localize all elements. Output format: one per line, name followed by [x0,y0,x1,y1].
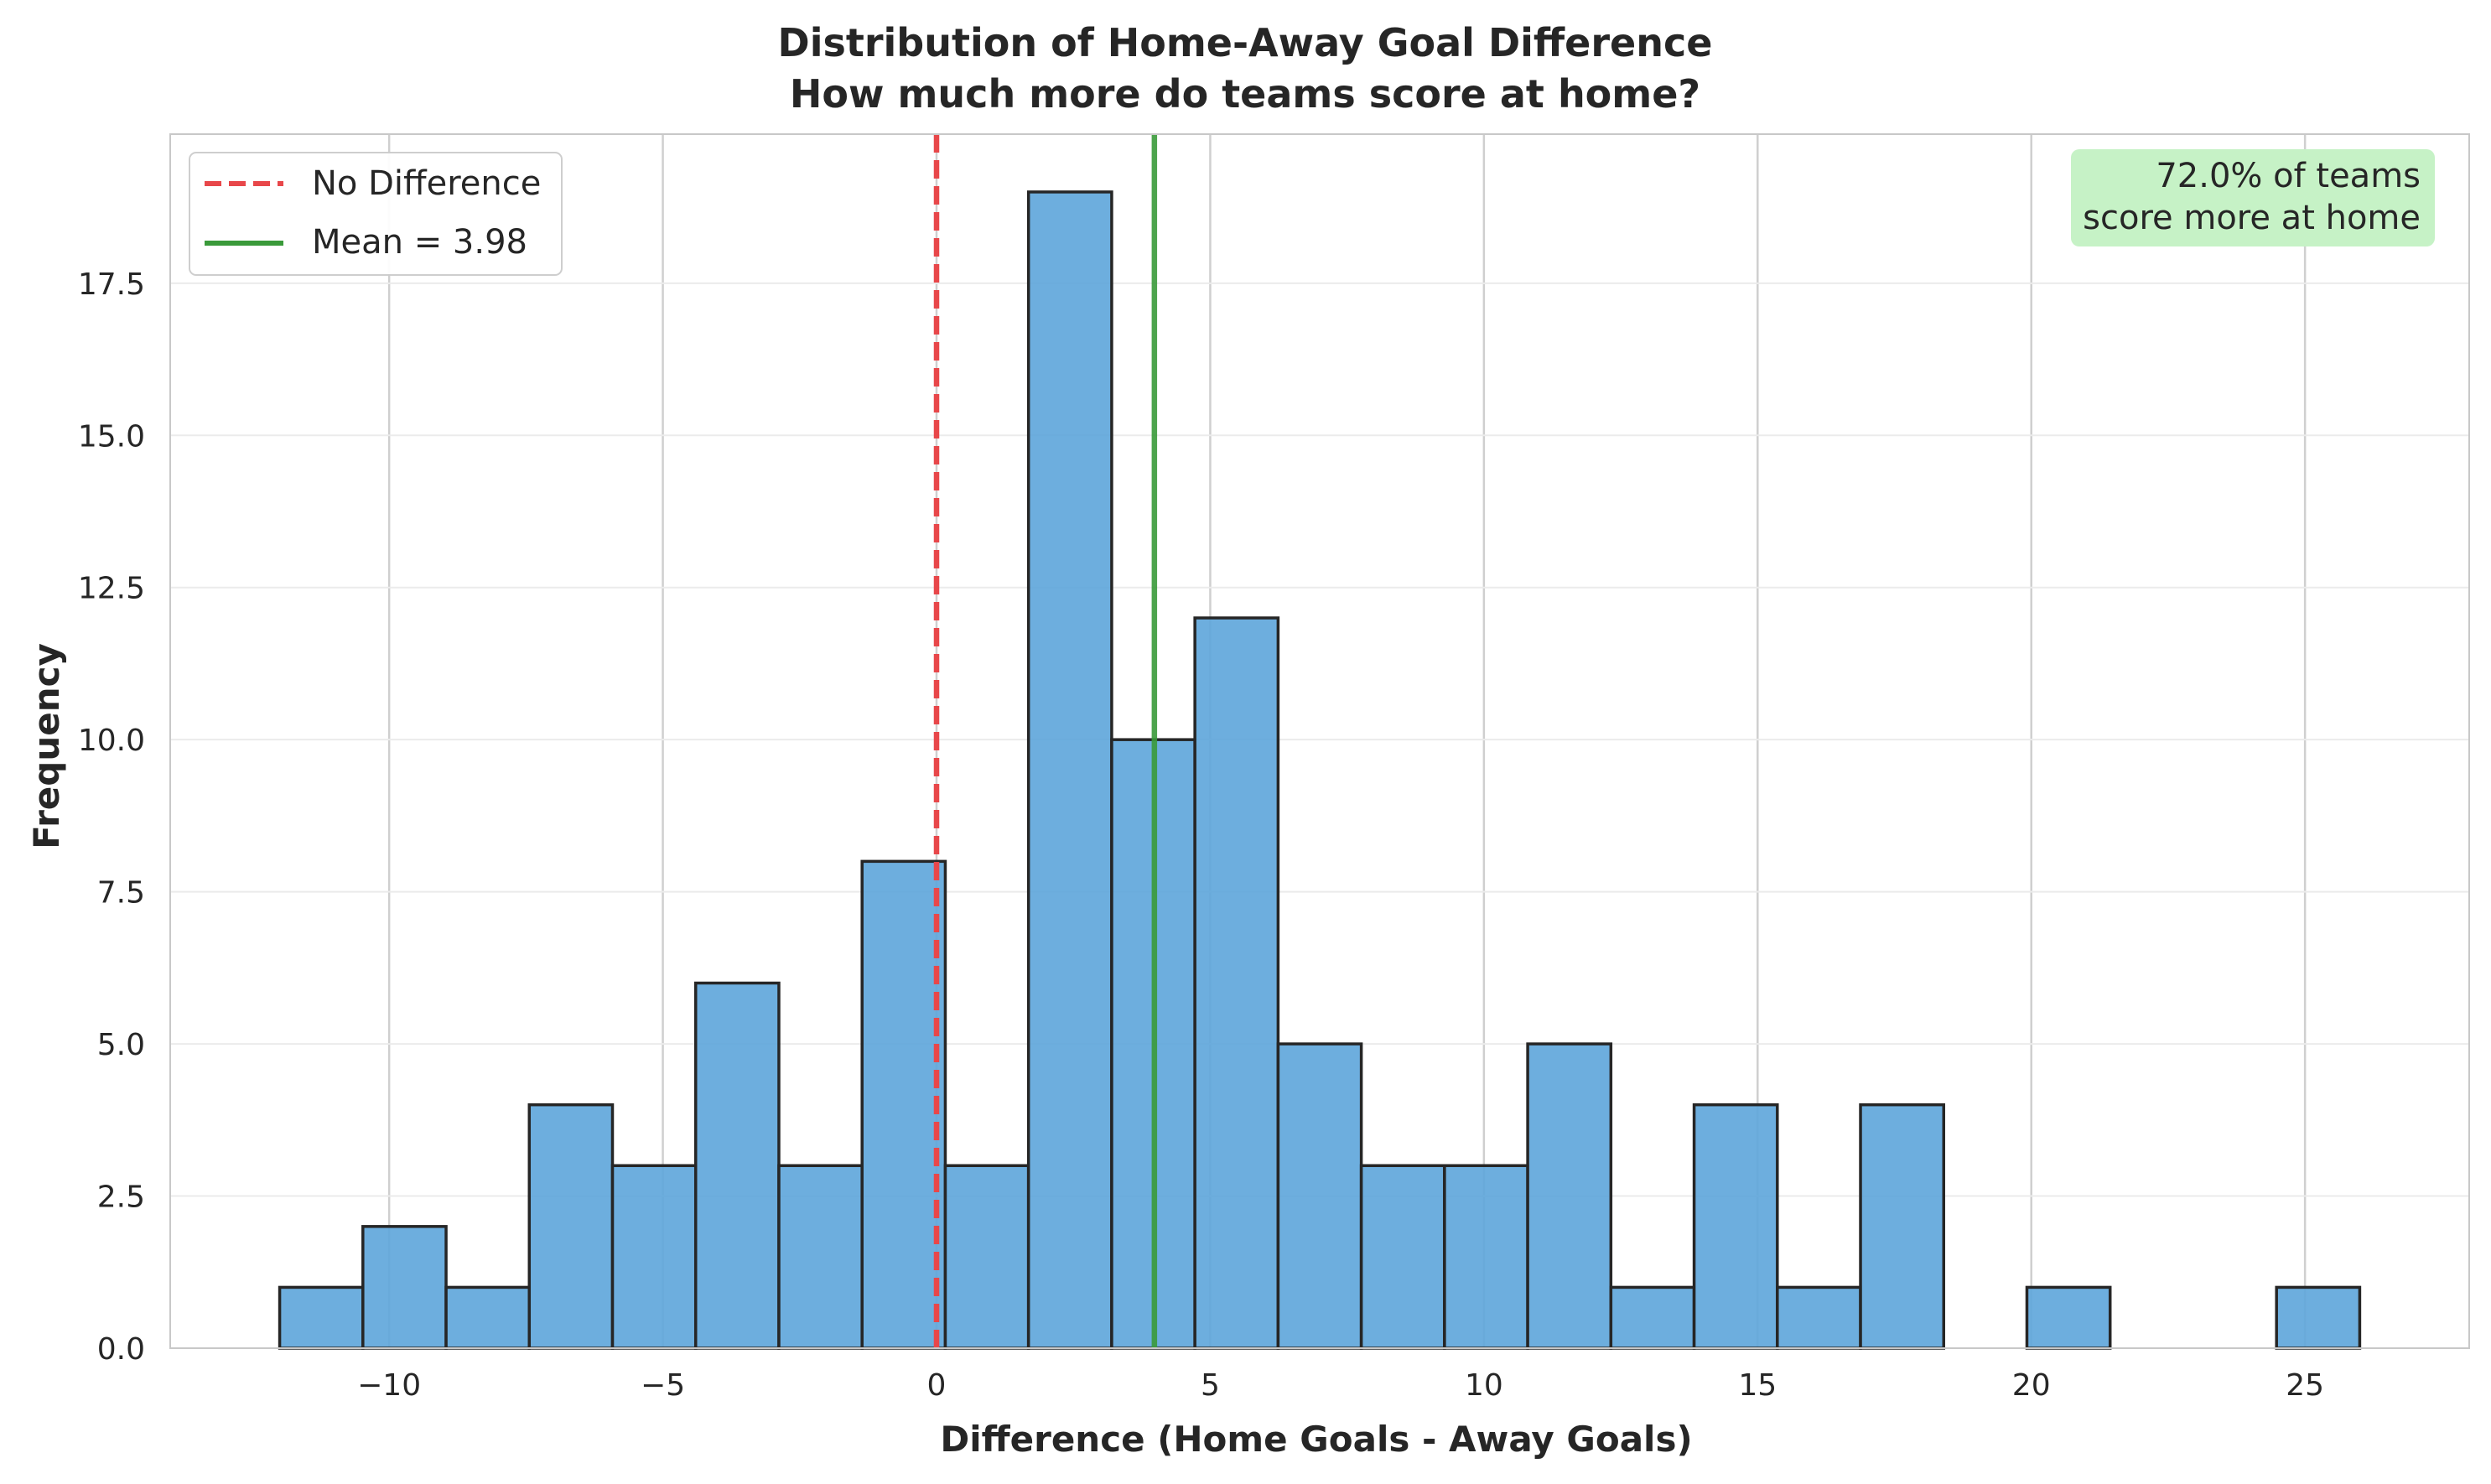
y-tick-label: 12.5 [78,572,145,606]
x-axis-label: Difference (Home Goals - Away Goals) [940,1419,1692,1460]
y-tick-label: 5.0 [97,1028,145,1062]
histogram-bar [1276,1042,1363,1350]
x-tick-label: 25 [2286,1368,2324,1403]
histogram-bar [1776,1285,1862,1350]
legend-label-mean: Mean = 3.98 [312,223,527,262]
y-axis-ticks: 0.0 2.5 5.0 7.5 10.0 12.5 15.0 17.5 [78,267,145,1367]
legend-label-no-difference: No Difference [312,164,541,203]
histogram-bar [1443,1164,1529,1350]
histogram-bars [278,190,2362,1350]
histogram-bar [1692,1103,1779,1350]
histogram-bar [1526,1042,1613,1350]
y-tick-label: 2.5 [97,1180,145,1215]
histogram-bar [361,1225,448,1350]
histogram-bar [1609,1285,1696,1350]
x-tick-label: 20 [2012,1368,2051,1403]
home-advantage-annotation: 72.0% of teams score more at home [2071,149,2435,246]
histogram-bar [278,1285,365,1350]
legend: No Difference Mean = 3.98 [189,152,563,276]
y-axis-label: Frequency [26,643,67,849]
annotation-box [2071,149,2435,246]
x-tick-label: 15 [1738,1368,1777,1403]
histogram-bar [777,1164,864,1350]
plot-frame [169,133,2470,1349]
x-axis-ticks: −10 −5 0 5 10 15 20 25 [357,1368,2324,1403]
histogram-bar [860,859,947,1350]
x-tick-label: 0 [927,1368,947,1403]
x-tick-label: −5 [641,1368,685,1403]
y-tick-label: 10.0 [78,724,145,758]
annotation-line2: score more at home [2083,199,2421,237]
histogram-bar [1359,1164,1446,1350]
reference-lines [933,134,1158,1348]
histogram-bar [2275,1285,2362,1350]
histogram-bar [1026,190,1113,1350]
histogram-bar [527,1103,615,1350]
y-tick-label: 17.5 [78,267,145,302]
histogram-bar [2025,1285,2112,1350]
y-tick-label: 0.0 [97,1332,145,1367]
x-tick-label: −10 [357,1368,421,1403]
x-tick-label: 5 [1201,1368,1220,1403]
histogram-bar [444,1285,532,1350]
histogram-bar [1859,1103,1946,1350]
histogram-bar [943,1164,1030,1350]
y-tick-label: 15.0 [78,419,145,454]
y-tick-label: 7.5 [97,876,145,911]
histogram-bar [693,981,781,1350]
histogram-bar [610,1164,698,1350]
histogram-bar [1193,616,1280,1350]
x-tick-label: 10 [1465,1368,1503,1403]
chart-title-line1: Distribution of Home-Away Goal Differenc… [778,20,1713,65]
chart-title-line2: How much more do teams score at home? [790,71,1700,117]
annotation-line1: 72.0% of teams [2156,157,2421,195]
